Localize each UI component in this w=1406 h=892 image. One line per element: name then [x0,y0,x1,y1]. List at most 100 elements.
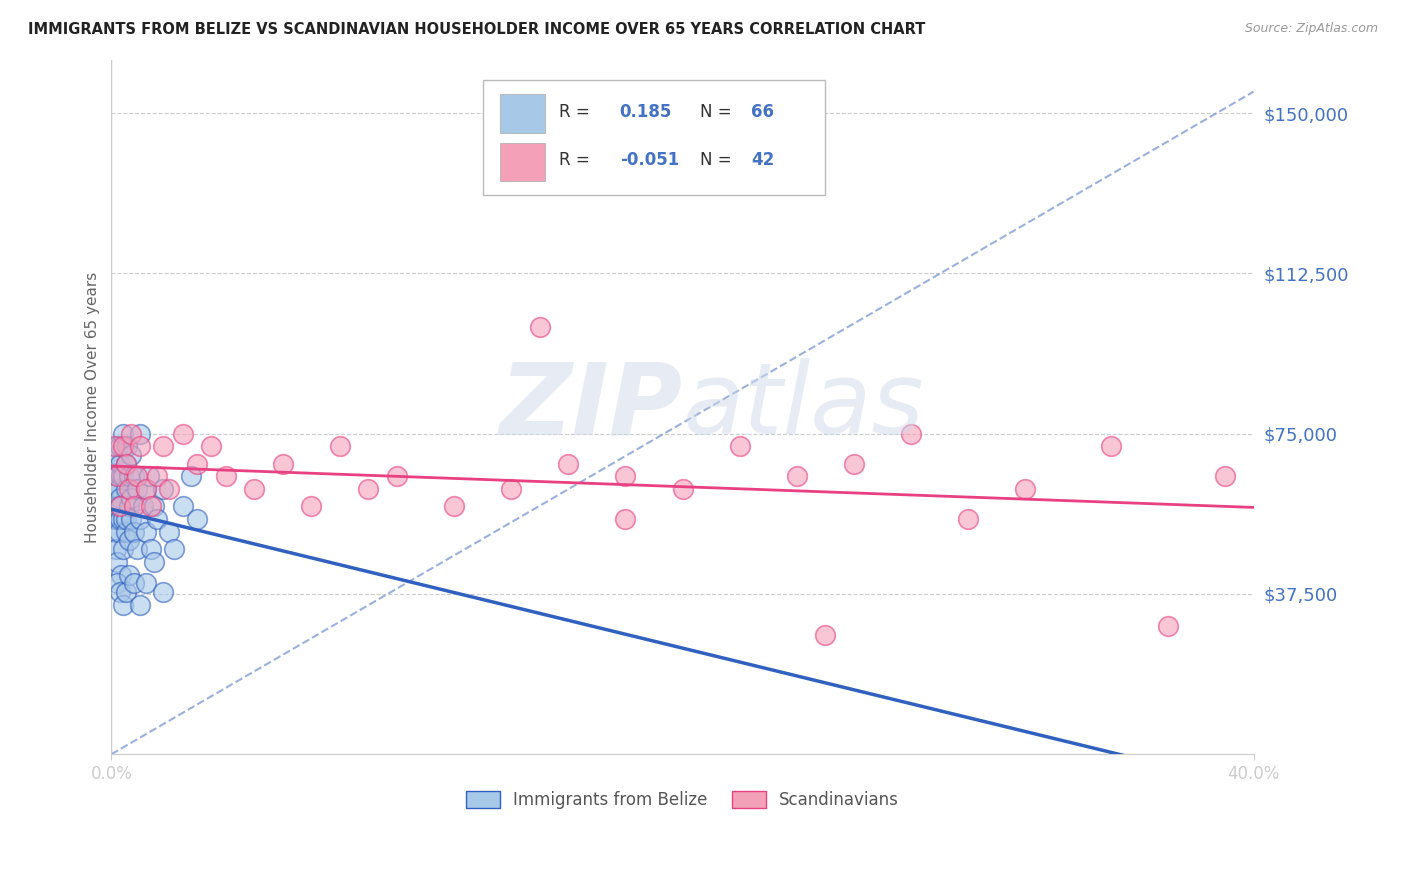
Point [108,457,131,471]
Point [108,500,131,514]
Point [671,482,693,496]
Point [117,482,139,496]
Point [501,482,523,496]
Point [104,524,127,539]
FancyBboxPatch shape [482,80,825,195]
Point [172,426,194,441]
Point [557,457,579,471]
Point [157,524,180,539]
Text: IMMIGRANTS FROM BELIZE VS SCANDINAVIAN HOUSEHOLDER INCOME OVER 65 YEARS CORRELAT: IMMIGRANTS FROM BELIZE VS SCANDINAVIAN H… [28,22,925,37]
Point [107,448,129,462]
Point [108,439,131,453]
Point [957,512,980,526]
Point [900,426,922,441]
Point [108,491,131,505]
Point [129,426,152,441]
Point [135,576,157,591]
Point [1099,439,1122,453]
Point [141,500,163,514]
Point [122,576,145,591]
Point [122,469,145,483]
Point [728,439,751,453]
Point [143,555,166,569]
Point [101,512,124,526]
Point [814,627,837,641]
Point [120,512,142,526]
Point [135,482,157,496]
Point [138,469,160,483]
Point [135,524,157,539]
Point [105,469,128,483]
Point [1014,482,1036,496]
Text: 0.185: 0.185 [620,103,672,120]
Point [157,482,180,496]
Point [120,426,142,441]
Point [111,426,134,441]
Point [127,482,149,496]
Point [108,584,131,599]
Point [111,598,134,612]
Point [117,567,139,582]
Text: atlas: atlas [682,359,924,456]
Point [143,500,166,514]
Point [141,542,163,557]
Point [127,469,149,483]
Point [103,500,125,514]
Point [104,542,127,557]
Point [107,524,129,539]
Point [110,567,132,582]
Point [111,469,134,483]
Point [120,491,142,505]
Point [114,457,136,471]
Point [146,469,169,483]
FancyBboxPatch shape [499,95,546,133]
Point [107,482,129,496]
Point [385,469,408,483]
Point [163,542,186,557]
Point [129,598,152,612]
Text: -0.051: -0.051 [620,152,679,169]
FancyBboxPatch shape [499,143,546,181]
Point [129,439,152,453]
Text: R =: R = [560,103,591,120]
Point [122,500,145,514]
Text: 66: 66 [751,103,775,120]
Point [105,500,128,514]
Point [243,482,266,496]
Text: N =: N = [700,152,731,169]
Point [172,500,194,514]
Point [114,524,136,539]
Point [105,439,128,453]
Point [529,319,551,334]
Point [614,512,637,526]
Point [329,439,352,453]
Text: ZIP: ZIP [499,359,682,456]
Point [103,448,125,462]
Point [152,439,174,453]
Point [117,533,139,548]
Point [114,512,136,526]
Point [214,469,236,483]
Point [614,469,637,483]
Point [186,457,208,471]
Point [357,482,380,496]
Point [1213,469,1236,483]
Point [110,469,132,483]
Point [186,512,208,526]
Point [103,439,125,453]
Point [146,512,169,526]
Point [842,457,865,471]
Point [122,524,145,539]
Point [299,500,322,514]
Point [117,500,139,514]
Point [180,469,202,483]
Point [103,482,125,496]
Point [105,576,128,591]
Point [132,500,155,514]
Point [127,542,149,557]
Point [152,482,174,496]
Point [111,439,134,453]
Point [120,448,142,462]
Legend: Immigrants from Belize, Scandinavians: Immigrants from Belize, Scandinavians [460,784,905,815]
Text: 42: 42 [751,152,775,169]
